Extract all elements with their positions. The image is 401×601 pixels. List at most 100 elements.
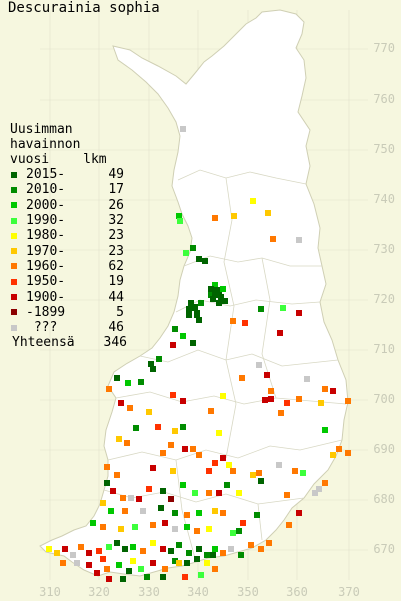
observation-square: [170, 468, 176, 474]
legend-item-label: 1970-: [26, 243, 66, 259]
observation-square: [236, 528, 242, 534]
legend-item-label: 1980-: [26, 228, 66, 244]
observation-square: [266, 540, 272, 546]
observation-square: [262, 397, 268, 403]
observation-square: [168, 442, 174, 448]
observation-square: [168, 496, 174, 502]
observation-square: [177, 218, 183, 224]
observation-square: [190, 245, 196, 251]
x-grid-label: 320: [88, 585, 110, 599]
observation-square: [160, 488, 166, 494]
observation-square: [86, 550, 92, 556]
observation-square: [190, 340, 196, 346]
legend-swatch: [11, 263, 17, 270]
y-grid-label: 670: [373, 542, 395, 556]
observation-square: [186, 312, 192, 318]
y-grid-label: 690: [373, 442, 395, 456]
observation-square: [208, 408, 214, 414]
x-grid-label: 350: [237, 585, 259, 599]
observation-square: [208, 292, 214, 298]
observation-square: [192, 490, 198, 496]
observation-square: [192, 304, 198, 310]
observation-square: [70, 552, 76, 558]
observation-square: [106, 544, 112, 550]
observation-square: [120, 495, 126, 501]
legend-swatch: [11, 232, 17, 239]
legend: Uusimman havainnon vuosi lkm 2015- 49 2010-…: [10, 122, 127, 350]
legend-item: 2010- 17: [10, 182, 127, 197]
observation-square: [170, 342, 176, 348]
observation-square: [180, 482, 186, 488]
observation-square: [190, 446, 196, 452]
observation-square: [300, 470, 306, 476]
observation-square: [296, 396, 302, 402]
legend-item: 1970- 23: [10, 243, 127, 259]
observation-square: [212, 290, 218, 296]
observation-square: [216, 490, 222, 496]
observation-square: [176, 213, 182, 219]
observation-square: [62, 546, 68, 552]
observation-square: [60, 560, 66, 566]
observation-square: [222, 298, 228, 304]
y-grid-label: 740: [373, 192, 395, 206]
observation-square: [206, 468, 212, 474]
observation-square: [318, 400, 324, 406]
legend-item-label: -1899: [26, 304, 66, 320]
observation-square: [155, 424, 161, 430]
observation-square: [172, 326, 178, 332]
observation-square: [114, 540, 120, 546]
observation-square: [254, 512, 260, 518]
y-grid-label: 750: [373, 142, 395, 156]
legend-heading-1: Uusimman: [10, 122, 73, 137]
observation-square: [220, 510, 226, 516]
observation-square: [296, 510, 302, 516]
observation-square: [196, 317, 202, 323]
observation-square: [180, 126, 186, 132]
observation-square: [268, 396, 274, 402]
observation-square: [170, 392, 176, 398]
observation-square: [212, 566, 218, 572]
y-grid-label: 710: [373, 342, 395, 356]
observation-square: [312, 490, 318, 496]
observation-square: [212, 546, 218, 552]
legend-item: 1980- 23: [10, 228, 127, 243]
observation-square: [160, 546, 166, 552]
observation-square: [196, 546, 202, 552]
observation-square: [156, 356, 162, 362]
legend-item: -1899 5: [10, 305, 127, 320]
observation-square: [150, 522, 156, 528]
observation-square: [206, 490, 212, 496]
legend-swatch: [11, 309, 17, 316]
legend-item-count: 44: [108, 289, 124, 305]
observation-square: [230, 530, 236, 536]
observation-square: [345, 398, 351, 404]
legend-item: 1960- 62: [10, 259, 127, 274]
legend-swatch: [11, 171, 17, 178]
legend-count-heading: lkm: [83, 152, 107, 167]
observation-square: [239, 375, 245, 381]
observation-square: [345, 450, 351, 456]
observation-square: [138, 379, 144, 385]
observation-square: [210, 552, 216, 558]
observation-square: [284, 400, 290, 406]
observation-square: [258, 478, 264, 484]
observation-square: [172, 526, 178, 532]
y-grid-label: 700: [373, 392, 395, 406]
observation-square: [146, 486, 152, 492]
observation-square: [110, 488, 116, 494]
observation-square: [276, 462, 282, 468]
y-grid-label: 720: [373, 292, 395, 306]
observation-square: [336, 446, 342, 452]
y-grid-label: 760: [373, 92, 395, 106]
observation-square: [118, 400, 124, 406]
x-grid-label: 310: [39, 585, 61, 599]
observation-square: [322, 386, 328, 392]
legend-swatch: [11, 248, 17, 255]
observation-square: [212, 460, 218, 466]
observation-square: [122, 546, 128, 552]
observation-square: [202, 258, 208, 264]
observation-square: [296, 310, 302, 316]
observation-square: [322, 480, 328, 486]
legend-total-label: Yhteensä: [12, 335, 75, 351]
observation-square: [176, 560, 182, 566]
